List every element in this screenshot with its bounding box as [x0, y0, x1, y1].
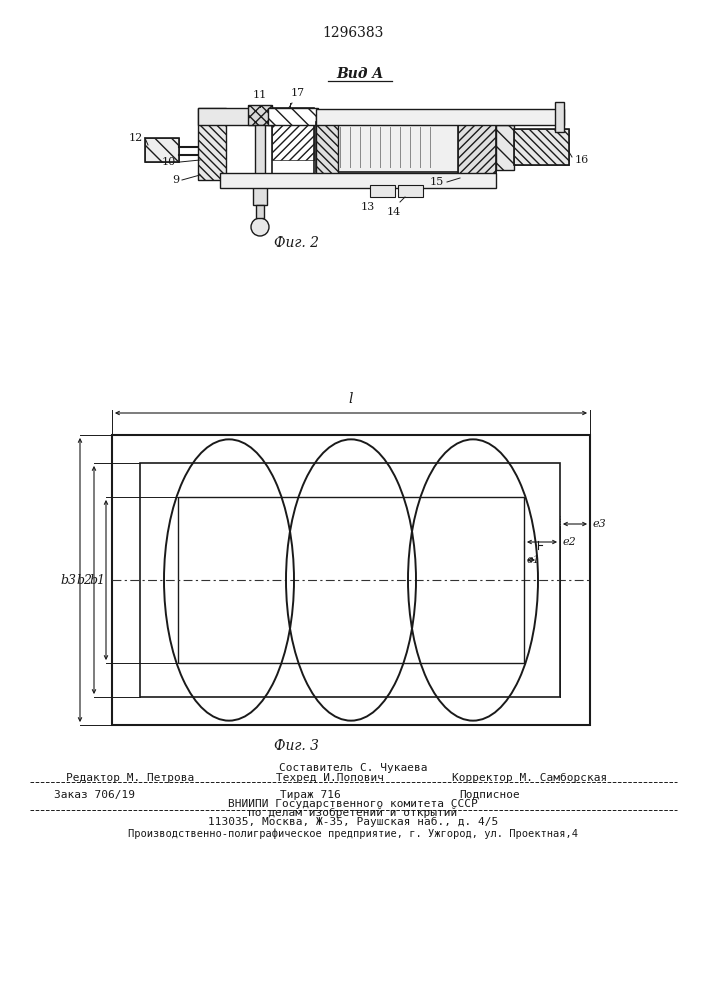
Bar: [496, 125, 514, 170]
Text: Фиг. 3: Фиг. 3: [274, 739, 318, 753]
Text: Составитель С. Чукаева: Составитель С. Чукаева: [279, 763, 427, 773]
Bar: [272, 108, 314, 160]
Text: Заказ 706/19: Заказ 706/19: [54, 790, 136, 800]
Circle shape: [446, 177, 454, 185]
Text: Редактор М. Петрова: Редактор М. Петрова: [66, 773, 194, 783]
Text: по делам изобретений и открытий: по делам изобретений и открытий: [248, 808, 457, 818]
Text: e3: e3: [593, 519, 607, 529]
Text: 16: 16: [575, 155, 589, 165]
Bar: [398, 185, 423, 197]
Circle shape: [302, 177, 310, 185]
Text: b1: b1: [89, 574, 105, 586]
Text: Тираж 716: Тираж 716: [280, 790, 340, 800]
Bar: [145, 138, 179, 162]
Text: 17: 17: [291, 88, 305, 98]
Circle shape: [278, 177, 286, 185]
Bar: [140, 463, 560, 697]
Text: e2: e2: [563, 537, 577, 547]
Bar: [248, 105, 272, 125]
Circle shape: [398, 177, 406, 185]
Circle shape: [231, 177, 239, 185]
Bar: [370, 185, 395, 197]
Bar: [145, 138, 179, 162]
Bar: [268, 108, 318, 125]
Bar: [514, 129, 569, 165]
Text: 11: 11: [253, 90, 267, 100]
Bar: [316, 109, 564, 125]
Text: l: l: [349, 392, 354, 406]
Text: Производственно-полиграфическое предприятие, г. Ужгород, ул. Проектная,4: Производственно-полиграфическое предприя…: [128, 829, 578, 839]
Text: 12: 12: [129, 133, 143, 143]
Bar: [198, 108, 226, 180]
Bar: [220, 173, 496, 188]
Text: Вид A: Вид A: [337, 67, 384, 81]
Bar: [198, 108, 226, 180]
Bar: [178, 497, 524, 663]
Circle shape: [251, 218, 269, 236]
Bar: [555, 102, 564, 132]
Bar: [198, 108, 273, 125]
Text: 15: 15: [430, 177, 444, 187]
Text: Подписное: Подписное: [460, 790, 520, 800]
Text: 1296383: 1296383: [322, 26, 384, 40]
Text: 10: 10: [162, 157, 176, 167]
Bar: [256, 205, 264, 218]
Text: Фиг. 2: Фиг. 2: [274, 236, 318, 250]
Text: Техред И.Попович: Техред И.Попович: [276, 773, 384, 783]
Bar: [316, 122, 496, 172]
Text: e1: e1: [527, 555, 541, 565]
Text: ВНИИПИ Государственного комитета СССР: ВНИИПИ Государственного комитета СССР: [228, 799, 478, 809]
Text: 14: 14: [387, 207, 401, 217]
Bar: [316, 115, 338, 180]
Bar: [272, 108, 314, 180]
Bar: [458, 115, 496, 180]
Circle shape: [254, 177, 262, 185]
Bar: [268, 108, 318, 125]
Bar: [514, 129, 569, 165]
Bar: [496, 125, 514, 170]
Bar: [112, 435, 590, 725]
Circle shape: [350, 177, 358, 185]
Bar: [458, 115, 496, 180]
Text: b2: b2: [76, 574, 92, 586]
Bar: [316, 115, 338, 180]
Text: 9: 9: [172, 175, 179, 185]
Text: Корректор М. Самборская: Корректор М. Самборская: [452, 773, 607, 783]
Bar: [253, 180, 267, 205]
Bar: [248, 105, 272, 125]
Text: 113035, Москва, Ж-35, Раушская наб., д. 4/5: 113035, Москва, Ж-35, Раушская наб., д. …: [208, 817, 498, 827]
Text: b3: b3: [60, 574, 76, 586]
Circle shape: [326, 177, 334, 185]
Circle shape: [422, 177, 430, 185]
Bar: [255, 125, 265, 180]
Text: 13: 13: [361, 202, 375, 212]
Circle shape: [374, 177, 382, 185]
